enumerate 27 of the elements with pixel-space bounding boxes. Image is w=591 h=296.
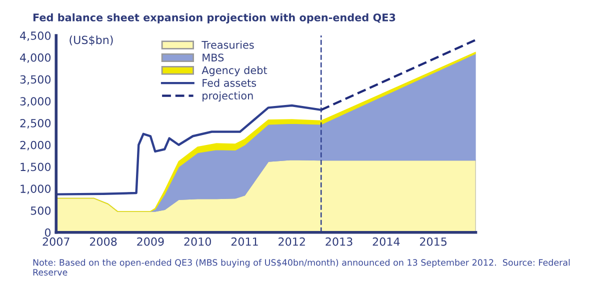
x-tick-label: 2012 — [278, 237, 305, 246]
legend-label: Fed assets — [202, 78, 256, 87]
y-tick-label: 1,500 — [20, 162, 51, 172]
y-tick-label: 2,500 — [20, 118, 51, 129]
y-tick-label: 4,500 — [20, 31, 51, 42]
x-tick-label: 2007 — [42, 237, 70, 246]
text: Note: Based on the open-ended QE3 (MBS buying of US$40bn/month) announced on 13 September 2012. Source: Federal Reserve — [33, 259, 570, 276]
y-tick-label: 2,000 — [20, 140, 51, 150]
x-tick-label: 2014 — [372, 237, 400, 246]
y-tick-label: 500 — [30, 206, 51, 215]
y-tick-label: 1,000 — [20, 184, 51, 194]
x-tick-label: 2009 — [137, 237, 164, 246]
y-tick-label: 0 — [44, 228, 51, 237]
y-tick-label: 4,000 — [20, 53, 51, 63]
y-tick-label: 3,000 — [20, 97, 51, 107]
y-axis-title: (US$bn) — [70, 36, 113, 46]
legend-label: projection — [202, 91, 253, 102]
legend-label: MBS — [202, 54, 224, 62]
legend-label: Agency debt — [202, 66, 268, 76]
x-tick-label: 2008 — [90, 237, 117, 246]
x-tick-label: 2010 — [184, 237, 211, 246]
x-tick-label: 2011 — [231, 237, 258, 246]
x-tick-label: 2015 — [420, 237, 446, 246]
legend-label: Treasuries — [202, 40, 254, 49]
chart-title: Fed balance sheet expansion projection with open-ended QE3 — [33, 13, 396, 24]
y-tick-label: 3,500 — [20, 75, 51, 85]
x-tick-label: 2013 — [326, 237, 352, 246]
